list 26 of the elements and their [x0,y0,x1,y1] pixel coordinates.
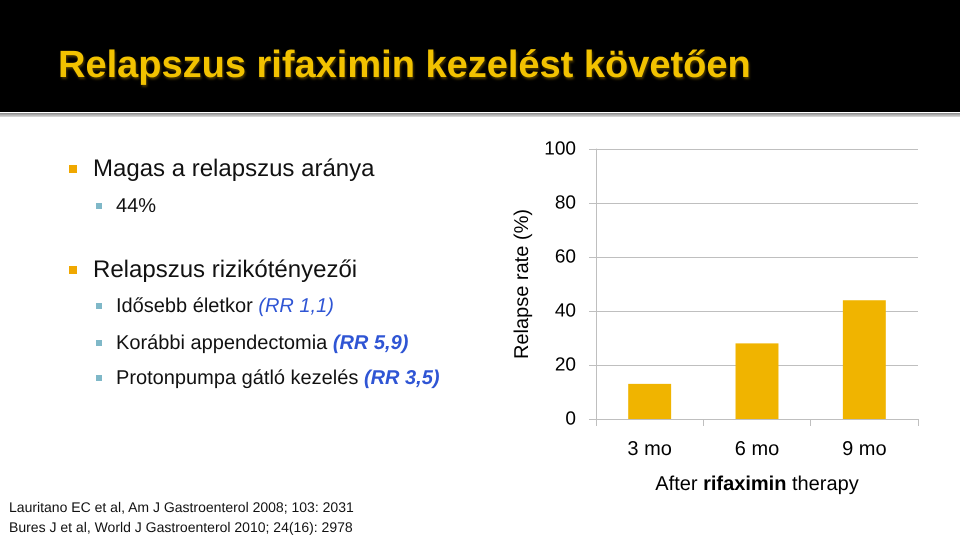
text: (RR 1,1) [257,294,334,316]
text: Korábbi appendectomia [116,332,328,354]
bar [736,343,778,419]
y-axis-title: Relapse rate (%) [511,208,533,360]
text: Magas a relapszus aránya [93,155,374,182]
text: Idősebb életkor [116,294,253,316]
y-tick-label: 40 [554,300,576,322]
y-tick-label: 0 [565,408,576,430]
bar [842,300,886,419]
y-tick-label: 100 [544,138,576,160]
text: (RR 3,5) [362,366,440,388]
text: Relapszus rizikótényezői [93,256,358,283]
text: Bures J et al, World J Gastroenterol 2010; 24(16): 2978 [9,518,353,535]
y-tick-label: 80 [554,192,576,214]
text: (RR 5,9) [332,332,408,354]
x-tick-label: 9 mo [842,438,887,460]
text: Lauritano EC et al, Am J Gastroenterol 2008; 103: 2031 [9,498,354,517]
bar [628,384,672,419]
y-tick-label: 20 [554,354,576,376]
chart-title: Relapszus rifaximin kezelést követően [58,43,751,88]
text: Protonpumpa gátló kezelés [116,366,358,388]
text: 44% [116,194,156,216]
x-tick-label: 6 mo [734,438,780,460]
x-axis-title: After rifaximin therapy [655,473,859,495]
y-tick-label: 60 [554,246,576,268]
x-tick-label: 3 mo [627,438,672,460]
